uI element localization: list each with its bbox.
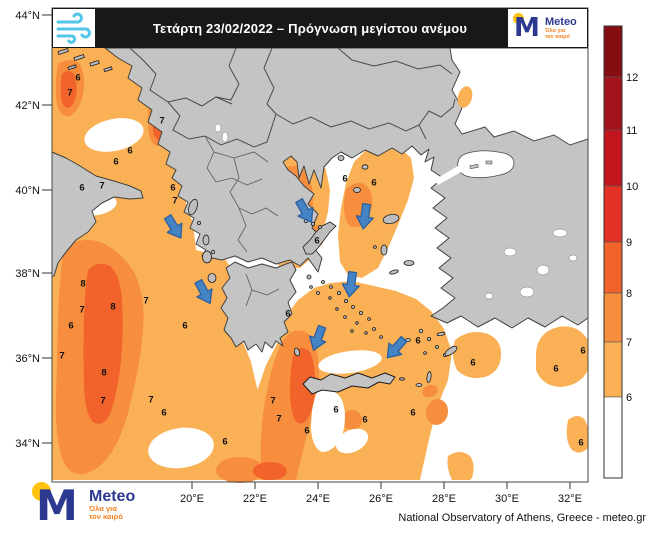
meteo-logo-name: Meteo — [545, 15, 577, 28]
wind-value: 6 — [314, 236, 319, 247]
wind-value: 6 — [182, 321, 187, 332]
colorbar-label: 6 — [626, 392, 632, 404]
colorbar-label: 11 — [626, 125, 637, 137]
colorbar-label: 7 — [626, 337, 632, 349]
wind-value: 8 — [101, 368, 106, 379]
colorbar-label: 12 — [626, 72, 638, 84]
meteo-logo-tagline-2: τον καιρό — [89, 511, 123, 521]
meteo-logo-top: M Meteo Όλα για τον καιρό — [508, 9, 587, 47]
lat-label: 34°N — [15, 438, 40, 450]
colorbar-segment — [603, 241, 623, 294]
colorbar-segment — [603, 25, 623, 78]
lat-label: 38°N — [15, 268, 40, 280]
lon-label: 22°E — [243, 493, 267, 505]
meteo-logo-tagline-2: τον καιρό — [545, 33, 570, 40]
country-borders — [129, 47, 456, 148]
wind-value: 8 — [80, 279, 85, 290]
wind-value: 6 — [113, 157, 118, 168]
colorbar-label: 10 — [626, 181, 638, 193]
wind-value: 6 — [161, 408, 166, 419]
wind-value: 6 — [285, 309, 290, 320]
wind-value: 6 — [127, 146, 132, 157]
meteo-logo-tagline-1: Όλα για — [545, 27, 566, 34]
lon-label: 28°E — [432, 493, 456, 505]
colorbar-label: 9 — [626, 237, 632, 249]
wind-value: 6 — [410, 408, 415, 419]
wind-value: 7 — [143, 296, 148, 307]
wind-value: 7 — [79, 305, 84, 316]
region-borders — [204, 135, 280, 307]
black-sea-wind-patch — [457, 86, 473, 108]
colorbar-segment — [603, 185, 623, 243]
wind-arrow-icon — [295, 198, 314, 223]
lon-label: 32°E — [558, 493, 582, 505]
wind-value: 6 — [362, 415, 367, 426]
wind-value: 7 — [148, 395, 153, 406]
wind-value: 6 — [304, 426, 309, 437]
wind-value: 6 — [415, 336, 420, 347]
colorbar-label: 8 — [626, 288, 632, 300]
wind-value: 7 — [67, 88, 72, 99]
wind-value: 7 — [59, 351, 64, 362]
meteo-logo-icon: M — [28, 478, 86, 530]
lon-label: 30°E — [495, 493, 519, 505]
wind-value: 6 — [580, 346, 585, 357]
lat-label: 40°N — [15, 185, 40, 197]
wind-value: 7 — [100, 396, 105, 407]
wind-value: 8 — [110, 302, 115, 313]
meteo-logo-icon: M — [513, 13, 540, 43]
wind-value: 7 — [99, 181, 104, 192]
wind-value: 6 — [79, 183, 84, 194]
lon-label: 26°E — [369, 493, 393, 505]
map-title-bar: Τετάρτη 23/02/2022 – Πρόγνωση μεγίστου α… — [52, 8, 588, 48]
islands — [57, 47, 458, 387]
wind-value: 7 — [159, 116, 164, 127]
wind-value: 7 — [172, 196, 177, 207]
dardanelles — [434, 166, 461, 185]
marmara-islands — [469, 160, 493, 169]
lon-label: 20°E — [180, 493, 204, 505]
wind-value: 6 — [222, 437, 227, 448]
credit-text: National Observatory of Athens, Greece -… — [398, 512, 646, 524]
map-title: Τετάρτη 23/02/2022 – Πρόγνωση μεγίστου α… — [152, 20, 468, 36]
wind-value: 6 — [553, 364, 558, 375]
lat-label: 36°N — [15, 353, 40, 365]
wind-value: 7 — [270, 396, 275, 407]
meteo-logo-bottom: M Meteo Όλα για τον καιρό — [28, 476, 188, 532]
wind-value: 6 — [371, 178, 376, 189]
colorbar-segment — [603, 129, 623, 187]
colorbar-segment — [603, 341, 623, 398]
wind-arrow-icon — [386, 335, 408, 359]
colorbar-frame — [603, 25, 623, 479]
lakes — [214, 123, 578, 300]
wind-value: 6 — [170, 183, 175, 194]
wind-arrow-icon — [163, 214, 183, 239]
meteo-logo-tagline-1: Όλα για — [89, 503, 117, 513]
meteo-logo-name: Meteo — [89, 487, 136, 505]
colorbar-segment — [603, 76, 623, 131]
wind-arrow-icon — [194, 278, 213, 305]
wind-value: 6 — [75, 73, 80, 84]
wind-value: 6 — [578, 438, 583, 449]
black-sea — [449, 47, 589, 146]
lat-label: 42°N — [15, 100, 40, 112]
wind-arrow-icon — [309, 324, 327, 351]
wind-value: 6 — [68, 321, 73, 332]
wind-value: 7 — [276, 414, 281, 425]
wind-icon-box — [53, 9, 95, 47]
wind-icon — [56, 12, 91, 44]
colorbar-segment — [603, 292, 623, 343]
wind-value: 6 — [333, 405, 338, 416]
wind-value: 6 — [342, 174, 347, 185]
wind-value: 6 — [470, 358, 475, 369]
colorbar-segment — [603, 396, 623, 479]
lon-label: 24°E — [306, 493, 330, 505]
lat-label: 44°N — [15, 10, 40, 22]
wind-arrow-icon — [355, 202, 374, 230]
wind-field-8 — [60, 71, 315, 480]
wind-arrow-icon — [341, 270, 360, 298]
